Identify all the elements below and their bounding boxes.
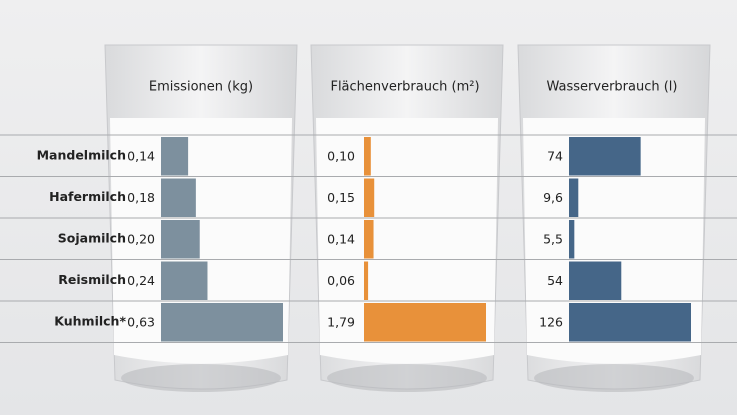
value-label: 0,10 bbox=[327, 148, 355, 163]
bar bbox=[364, 261, 369, 300]
bar bbox=[364, 303, 486, 342]
value-label: 0,20 bbox=[127, 231, 155, 246]
category-label: Hafermilch bbox=[49, 189, 126, 204]
value-label: 0,15 bbox=[327, 190, 355, 205]
bar bbox=[364, 137, 371, 176]
panel-title: Emissionen (kg) bbox=[149, 80, 253, 95]
value-label: 1,79 bbox=[327, 314, 355, 329]
category-label: Kuhmilch* bbox=[54, 313, 126, 328]
bar bbox=[161, 220, 200, 259]
value-label: 74 bbox=[547, 148, 563, 163]
panel-title: Flächenverbrauch (m²) bbox=[330, 80, 479, 95]
bar bbox=[161, 178, 196, 217]
value-label: 0,06 bbox=[327, 273, 355, 288]
panel-title: Wasserverbrauch (l) bbox=[547, 80, 678, 95]
value-label: 54 bbox=[547, 273, 563, 288]
value-label: 0,18 bbox=[127, 190, 155, 205]
bar bbox=[161, 261, 208, 300]
value-label: 0,63 bbox=[127, 314, 155, 329]
bar bbox=[569, 220, 575, 259]
value-label: 5,5 bbox=[543, 231, 563, 246]
bar bbox=[569, 178, 579, 217]
bar bbox=[364, 178, 375, 217]
category-label: Sojamilch bbox=[58, 230, 126, 245]
category-label: Reismilch bbox=[58, 272, 126, 287]
bar bbox=[569, 261, 622, 300]
bar bbox=[569, 303, 691, 342]
bar bbox=[364, 220, 374, 259]
value-label: 0,14 bbox=[127, 148, 155, 163]
bar bbox=[161, 303, 283, 342]
category-label: Mandelmilch bbox=[37, 147, 126, 162]
value-label: 9,6 bbox=[543, 190, 563, 205]
value-label: 0,24 bbox=[127, 273, 155, 288]
bar bbox=[569, 137, 641, 176]
bar bbox=[161, 137, 189, 176]
value-label: 126 bbox=[539, 314, 563, 329]
value-label: 0,14 bbox=[327, 231, 355, 246]
